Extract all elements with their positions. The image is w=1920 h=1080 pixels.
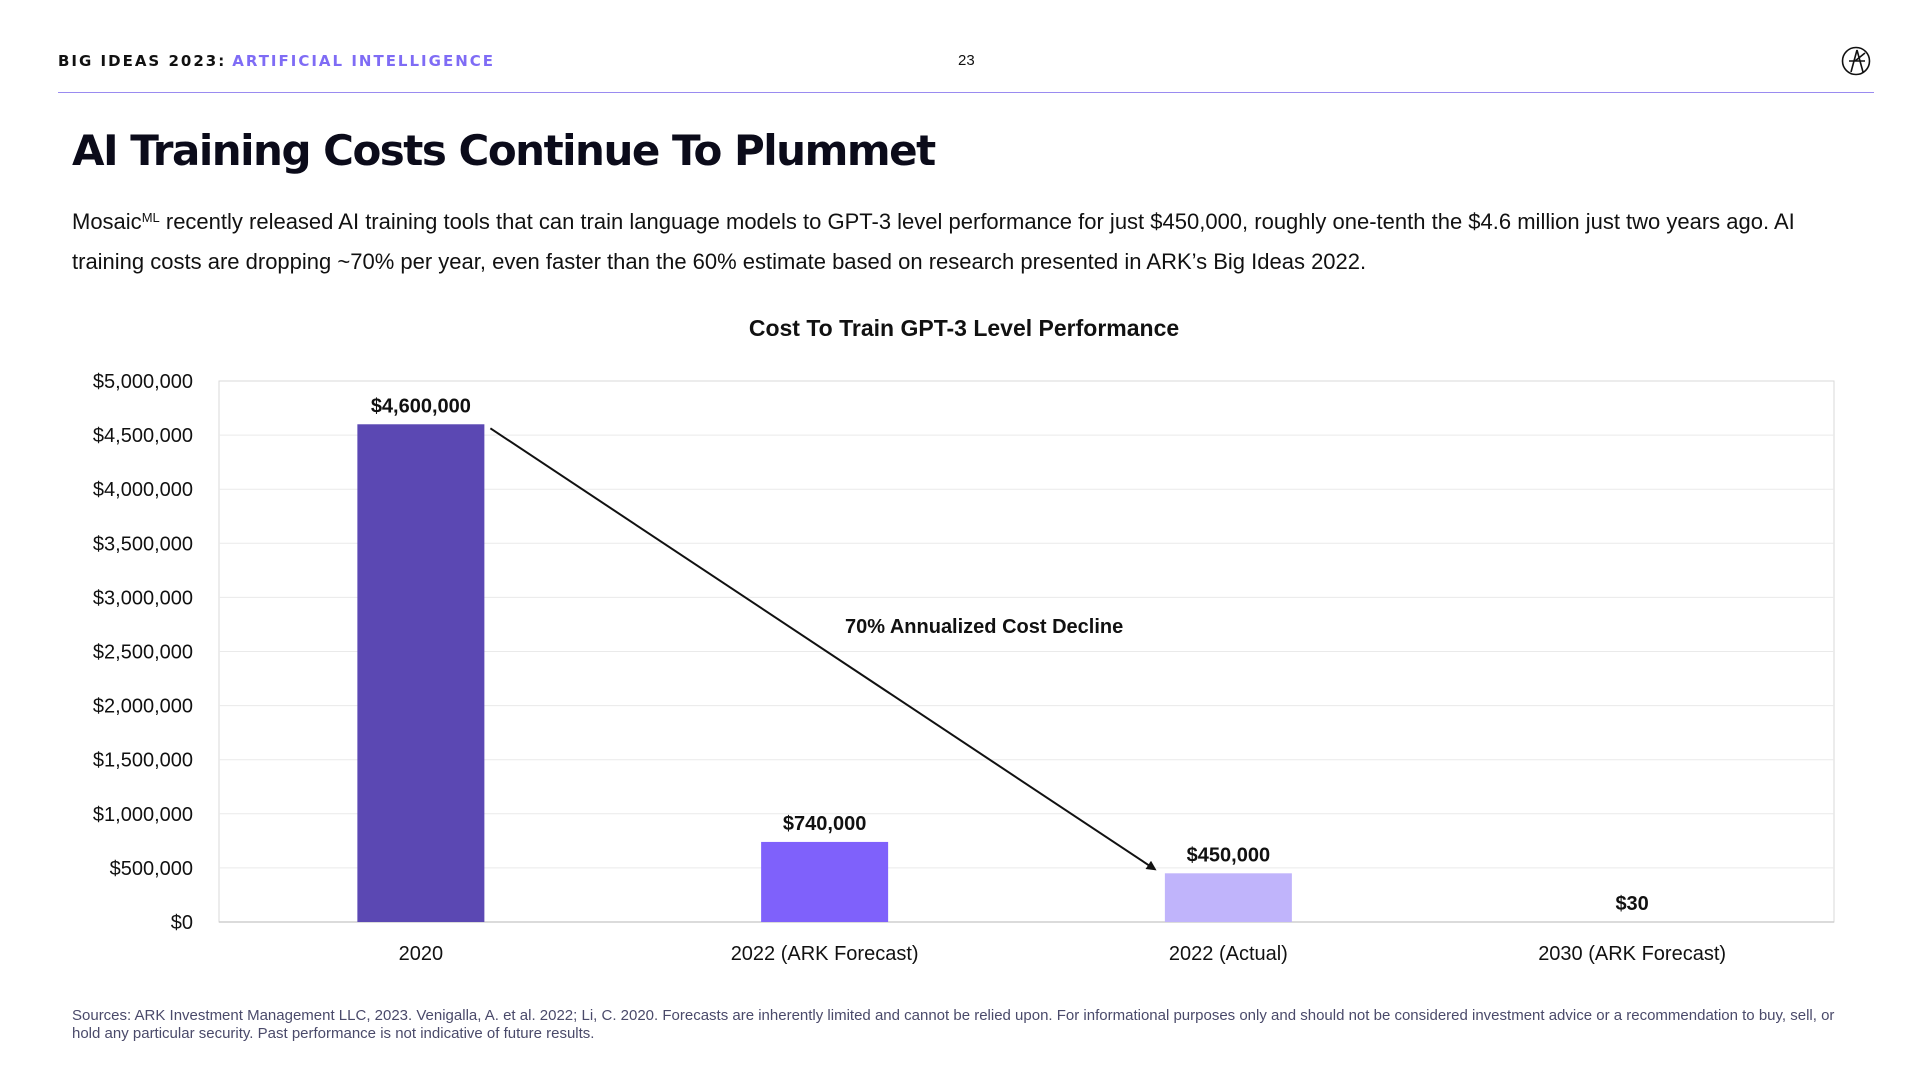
x-tick-label: 2022 (Actual) xyxy=(1169,943,1288,965)
y-tick-label: $4,500,000 xyxy=(93,425,193,447)
y-tick-label: $1,500,000 xyxy=(93,750,193,772)
header-label: BIG IDEAS 2023: ARTIFICIAL INTELLIGENCE xyxy=(58,52,495,70)
bar-3 xyxy=(1164,873,1292,922)
y-tick-label: $3,000,000 xyxy=(93,587,193,609)
annotation-label: 70% Annualized Cost Decline xyxy=(845,616,1123,638)
x-tick-label: 2030 (ARK Forecast) xyxy=(1538,943,1726,965)
y-tick-label: $2,000,000 xyxy=(93,696,193,718)
ark-logo-icon xyxy=(1841,46,1871,76)
slide-title: AI Training Costs Continue To Plummet xyxy=(72,126,936,175)
y-tick-label: $1,000,000 xyxy=(93,804,193,826)
data-label: $4,600,000 xyxy=(371,395,471,417)
body-superscript: ML xyxy=(141,210,160,225)
sources-footnote: Sources: ARK Investment Management LLC, … xyxy=(72,1007,1835,1042)
chart-title: Cost To Train GPT-3 Level Performance xyxy=(749,315,1179,341)
body-text-start: Mosaic xyxy=(72,209,142,234)
page-number: 23 xyxy=(958,52,975,69)
slide-body: MosaicML recently released AI training t… xyxy=(72,202,1852,282)
bar-2 xyxy=(761,841,889,922)
x-tick-label: 2020 xyxy=(399,943,444,965)
bar-1 xyxy=(357,424,485,922)
header-divider xyxy=(58,92,1874,93)
decline-arrow xyxy=(489,427,1157,871)
data-label: $30 xyxy=(1615,893,1648,915)
data-label: $740,000 xyxy=(783,813,866,835)
y-tick-label: $5,000,000 xyxy=(93,371,193,393)
y-tick-label: $500,000 xyxy=(110,858,193,880)
header-brand: BIG IDEAS 2023: xyxy=(58,52,227,70)
data-label: $450,000 xyxy=(1187,844,1270,866)
y-tick-label: $3,500,000 xyxy=(93,533,193,555)
y-tick-label: $2,500,000 xyxy=(93,642,193,664)
header-topic: ARTIFICIAL INTELLIGENCE xyxy=(232,52,496,70)
body-text-rest: recently released AI training tools that… xyxy=(72,209,1795,274)
y-tick-label: $0 xyxy=(171,912,193,934)
y-tick-label: $4,000,000 xyxy=(93,479,193,501)
x-tick-label: 2022 (ARK Forecast) xyxy=(731,943,919,965)
